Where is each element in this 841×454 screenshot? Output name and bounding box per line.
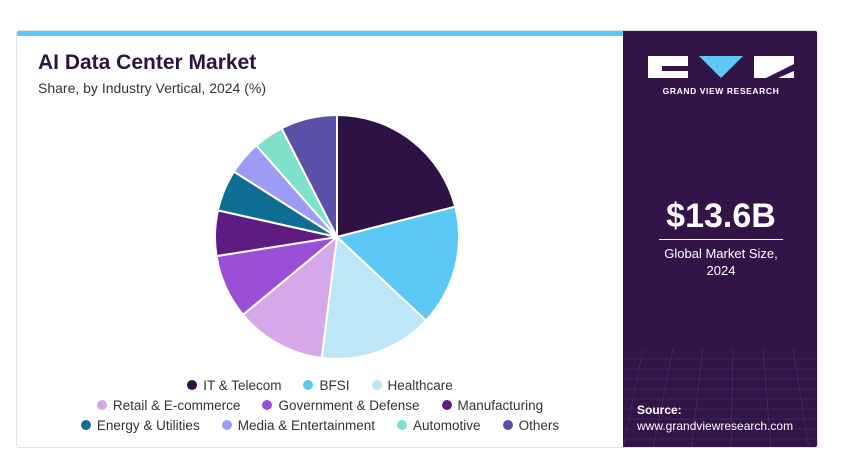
legend-swatch — [221, 420, 232, 430]
market-size-value: $13.6B — [666, 197, 776, 235]
legend-swatch — [441, 400, 452, 410]
legend-swatch — [502, 420, 513, 430]
market-size-label-line1: Global Market Size, — [664, 246, 778, 261]
legend-item: Manufacturing — [441, 397, 544, 413]
gvr-logo-icon — [648, 56, 794, 78]
pie-chart — [214, 113, 460, 360]
legend-item: IT & Telecom — [187, 378, 281, 393]
legend-item: Automotive — [397, 418, 481, 433]
legend-label: Media & Entertainment — [237, 417, 376, 433]
chart-legend: IT & Telecom BFSI Healthcare Retail & E-com… — [17, 375, 623, 435]
chart-title: AI Data Center Market — [38, 51, 257, 74]
pie-slice-it-telecom — [336, 113, 457, 239]
legend-row: Energy & Utilities Media & Entertainment A… — [17, 415, 623, 435]
chart-card: AI Data Center Market Share, by Industry… — [16, 30, 818, 448]
legend-item: Others — [502, 417, 560, 433]
legend-item: Healthcare — [371, 377, 453, 393]
legend-label: Government & Defense — [278, 397, 420, 413]
legend-label: Automotive — [413, 417, 481, 433]
legend-row: IT & Telecom BFSI Healthcare — [17, 375, 623, 395]
legend-item: BFSI — [303, 377, 350, 393]
legend-item: Retail & E-commerce — [96, 397, 241, 413]
legend-label: BFSI — [319, 377, 350, 393]
legend-label: Retail & E-commerce — [112, 397, 241, 413]
grid-decoration — [623, 349, 817, 447]
legend-swatch — [187, 380, 198, 390]
grand-view-research-logo: GRAND VIEW RESEARCH — [648, 54, 794, 96]
legend-label: Energy & Utilities — [96, 417, 200, 433]
chart-subtitle: Share, by Industry Vertical, 2024 (%) — [38, 80, 266, 96]
legend-row: Retail & E-commerce Government & Defense M… — [17, 395, 623, 415]
divider — [659, 239, 783, 240]
legend-item: Media & Entertainment — [221, 417, 376, 433]
legend-swatch — [371, 380, 382, 390]
pie-slice-retail-e-commerce — [241, 234, 339, 360]
source-url[interactable]: www.grandviewresearch.com — [637, 419, 794, 433]
legend-label: Others — [518, 417, 560, 433]
legend-swatch — [80, 420, 91, 430]
market-size-label-line2: 2024 — [706, 263, 736, 278]
legend-swatch — [397, 420, 408, 430]
pie-slice-others — [280, 113, 338, 238]
legend-item: Government & Defense — [262, 397, 420, 413]
legend-item: Energy & Utilities — [80, 417, 200, 433]
brand-panel: GRAND VIEW RESEARCH $13.6B Global Market… — [623, 31, 817, 447]
logo-text: GRAND VIEW RESEARCH — [662, 86, 780, 96]
pie-slice-healthcare — [320, 234, 428, 360]
legend-swatch — [96, 400, 107, 410]
legend-label: Manufacturing — [457, 397, 544, 413]
legend-swatch — [262, 400, 273, 410]
accent-bar — [17, 31, 623, 36]
legend-label: IT & Telecom — [203, 377, 282, 393]
market-size-label: Global Market Size, 2024 — [643, 245, 799, 279]
legend-label: Healthcare — [387, 377, 453, 393]
source-label: Source: — [637, 403, 682, 417]
legend-swatch — [303, 380, 314, 390]
pie-slice-bfsi — [334, 205, 460, 322]
